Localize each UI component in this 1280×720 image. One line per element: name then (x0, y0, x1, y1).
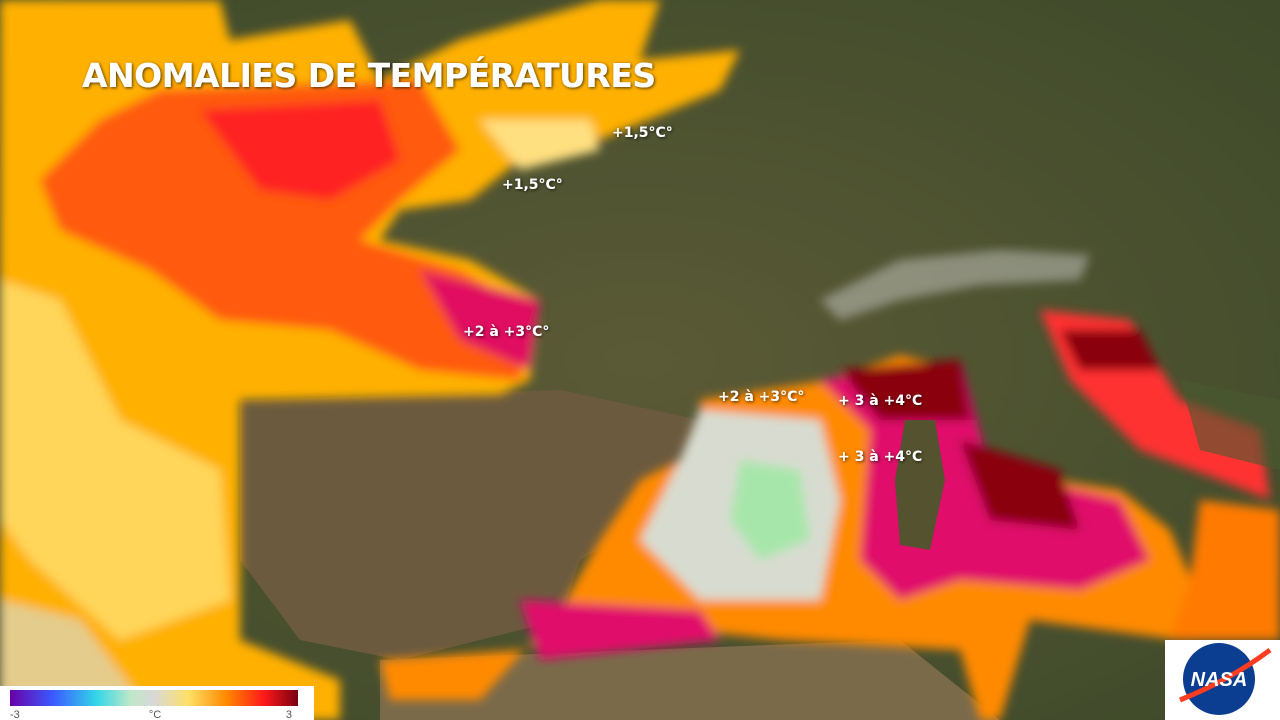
annotation: +2 à +3°C° (463, 324, 549, 340)
iberia (240, 390, 700, 660)
north-africa (380, 640, 1000, 720)
logo-circle (1183, 643, 1255, 715)
logo-text: NASA (1191, 669, 1248, 691)
legend-label: 3 (286, 709, 292, 720)
logo-swoosh (1179, 647, 1272, 703)
annotation: + 3 à +4°C (838, 393, 922, 409)
alps (820, 250, 1090, 320)
legend: -3 °C 3 (0, 686, 314, 720)
legend-label: °C (149, 709, 161, 720)
corsica-sardinia (895, 420, 945, 550)
italy-land (1180, 380, 1280, 470)
annotation: + 3 à +4°C (838, 449, 922, 465)
legend-labels: -3 °C 3 (10, 709, 292, 720)
color-scale (10, 690, 298, 706)
title: ANOMALIES DE TEMPÉRATURES (82, 55, 656, 95)
annotations: +1,5°C° +1,5°C° +2 à +3°C° +2 à +3°C° + 3 à … (463, 125, 922, 465)
mediterranean-anomaly (380, 310, 1280, 720)
annotation: +1,5°C° (612, 125, 673, 141)
annotation: +1,5°C° (502, 177, 563, 193)
legend-label: -3 (10, 709, 20, 720)
atlantic-anomaly (0, 0, 740, 720)
annotation: +2 à +3°C° (718, 389, 804, 405)
nasa-logo: NASA (1165, 640, 1280, 720)
